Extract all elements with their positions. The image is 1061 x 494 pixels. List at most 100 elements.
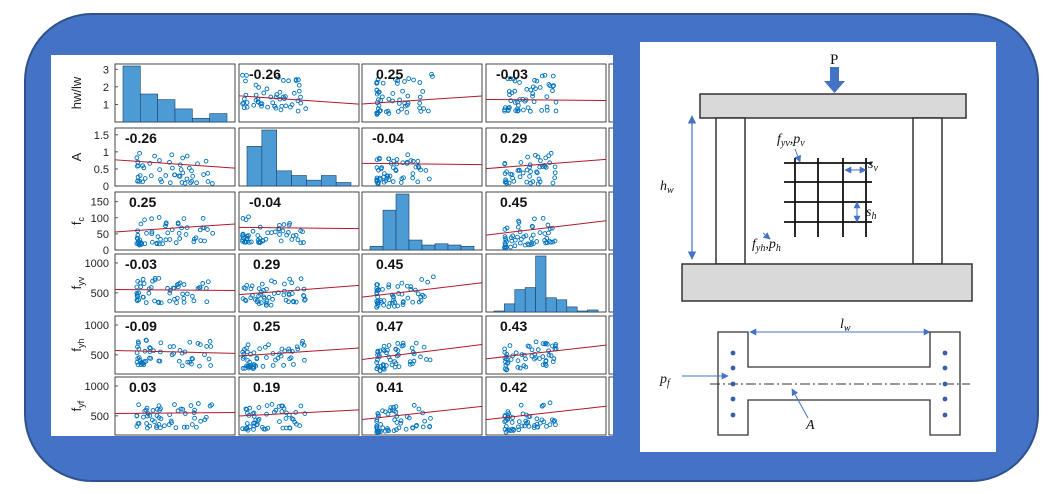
scatter-point [143, 337, 149, 343]
scatter-point [515, 168, 521, 173]
scatter-point [508, 76, 513, 81]
scatter-point [203, 286, 209, 291]
fit-line [361, 162, 483, 166]
scatter-point [278, 107, 284, 113]
scatter-point [410, 175, 416, 181]
scatter-point [529, 353, 535, 359]
bottom-beam [681, 263, 973, 302]
scatter-point [516, 220, 522, 225]
scatter-point [537, 164, 543, 170]
scatter-point [136, 239, 141, 244]
fit-line [238, 409, 360, 417]
scatter-point [376, 412, 381, 418]
scatter-point [296, 77, 301, 83]
scatter-point [530, 224, 535, 230]
y-tick-label: 0 [103, 245, 109, 257]
scatter-point [380, 425, 386, 431]
scatter-point [167, 290, 173, 296]
matrix-cell-2-1 [238, 191, 360, 251]
scatter-point [210, 181, 215, 186]
scatter-point [187, 165, 192, 171]
scatter-point [302, 297, 307, 303]
scatter-point [184, 424, 190, 430]
scatter-point [148, 345, 153, 351]
histogram-bar [434, 243, 449, 251]
scatter-point [405, 102, 410, 108]
scatter-point [380, 347, 386, 352]
scatter-point [546, 230, 551, 236]
scatter-point [385, 173, 391, 179]
scatter-point [532, 77, 537, 83]
scatter-point [134, 424, 140, 429]
scatter-point [407, 362, 413, 367]
histogram-bar [421, 244, 436, 251]
scatter-point [141, 414, 146, 420]
scatter-point [545, 341, 550, 347]
scatter-point [427, 357, 433, 363]
scatter-point [203, 158, 209, 164]
scatter-point [265, 104, 270, 110]
scatter-point [163, 237, 169, 243]
scatter-point [383, 178, 389, 184]
scatter-point [144, 421, 149, 426]
scatter-point [141, 294, 146, 300]
scatter-point [250, 366, 256, 371]
scatter-point [375, 357, 380, 363]
scatter-point [259, 103, 264, 109]
scatter-point [392, 303, 397, 309]
scatter-point [144, 230, 149, 236]
scatter-point [263, 426, 268, 432]
scatter-point [159, 179, 164, 185]
scatter-point [528, 180, 533, 186]
scatter-point [508, 244, 513, 250]
scatter-point [510, 415, 515, 420]
scatter-point [502, 419, 508, 425]
scatter-point [287, 356, 293, 362]
scatter-point [383, 109, 389, 115]
scatter-point [542, 361, 548, 367]
scatter-point [135, 356, 141, 361]
scatter-point [390, 98, 395, 104]
scatter-point [395, 341, 401, 346]
fit-line [114, 350, 236, 354]
fit-line [238, 226, 360, 230]
scatter-point [179, 350, 185, 356]
scatter-point [181, 216, 187, 221]
scatter-point [157, 167, 162, 172]
histogram-bar [504, 303, 516, 313]
flange-bar-left [730, 350, 736, 356]
scatter-point [276, 404, 282, 409]
flange-bar-left [730, 365, 736, 371]
scatter-point [247, 363, 253, 368]
scatter-point [207, 339, 213, 344]
scatter-point [529, 347, 535, 353]
scatter-point [205, 170, 211, 176]
matrix-cell-partial [608, 191, 616, 251]
scatter-point [269, 402, 275, 407]
scatter-point [395, 109, 401, 114]
scatter-point [396, 425, 402, 431]
scatter-point [252, 297, 258, 302]
scatter-point [393, 404, 399, 409]
shear-wall-diagram: P hw fyv,pv sv sh [659, 52, 973, 436]
scatter-point [152, 419, 157, 424]
scatter-point [194, 180, 199, 186]
scatter-point [281, 78, 286, 83]
scatter-point [409, 345, 415, 351]
scatter-point [243, 92, 249, 98]
scatter-point [374, 366, 380, 372]
scatter-point [162, 423, 167, 429]
matrix-cell-2-0 [114, 191, 236, 251]
y-tick-label: 1 [103, 147, 109, 159]
scatter-point [405, 295, 411, 301]
scatter-point [544, 107, 550, 113]
flange-bars [730, 350, 948, 418]
scatter-point [419, 277, 425, 282]
scatter-point [399, 106, 404, 112]
scatter-point [395, 78, 401, 84]
scatter-point [289, 102, 295, 107]
scatter-point [135, 159, 141, 165]
scatter-point [505, 76, 510, 81]
load-arrow-head [824, 81, 845, 93]
scatter-point [243, 78, 248, 84]
